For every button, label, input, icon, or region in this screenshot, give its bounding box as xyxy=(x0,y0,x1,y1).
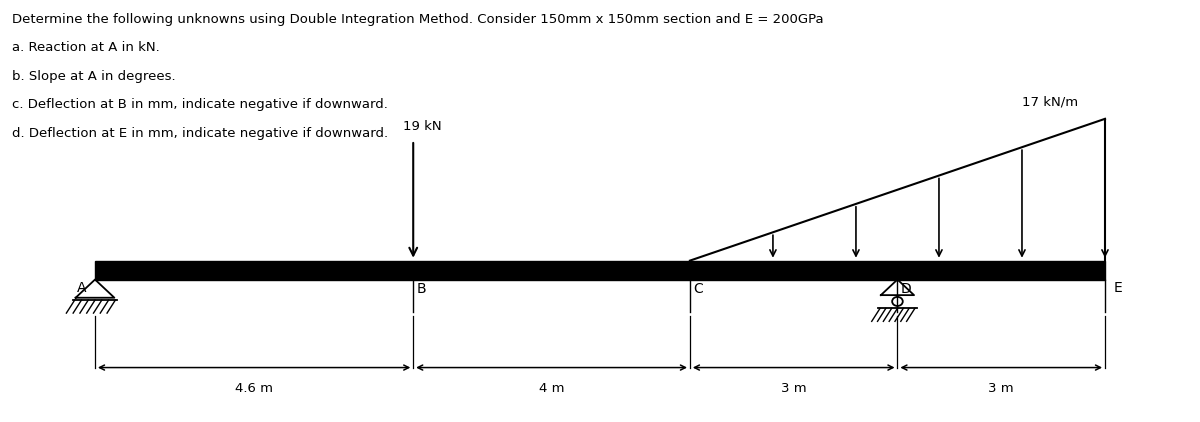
Bar xyxy=(95,261,1105,279)
Text: c. Deflection at B in mm, indicate negative if downward.: c. Deflection at B in mm, indicate negat… xyxy=(12,98,388,111)
Text: 19 kN: 19 kN xyxy=(403,120,442,133)
Text: E: E xyxy=(1114,281,1122,295)
Text: 4 m: 4 m xyxy=(539,382,564,395)
Text: 4.6 m: 4.6 m xyxy=(235,382,274,395)
Text: b. Slope at A in degrees.: b. Slope at A in degrees. xyxy=(12,70,175,83)
Text: 3 m: 3 m xyxy=(989,382,1014,395)
Text: C: C xyxy=(694,282,703,297)
Text: d. Deflection at E in mm, indicate negative if downward.: d. Deflection at E in mm, indicate negat… xyxy=(12,127,388,140)
Text: Determine the following unknowns using Double Integration Method. Consider 150mm: Determine the following unknowns using D… xyxy=(12,13,823,26)
Text: a. Reaction at A in kN.: a. Reaction at A in kN. xyxy=(12,41,160,54)
Text: 3 m: 3 m xyxy=(781,382,806,395)
Text: A: A xyxy=(77,281,86,295)
Text: 17 kN/m: 17 kN/m xyxy=(1021,95,1078,108)
Text: B: B xyxy=(416,282,426,297)
Text: D: D xyxy=(901,282,912,297)
